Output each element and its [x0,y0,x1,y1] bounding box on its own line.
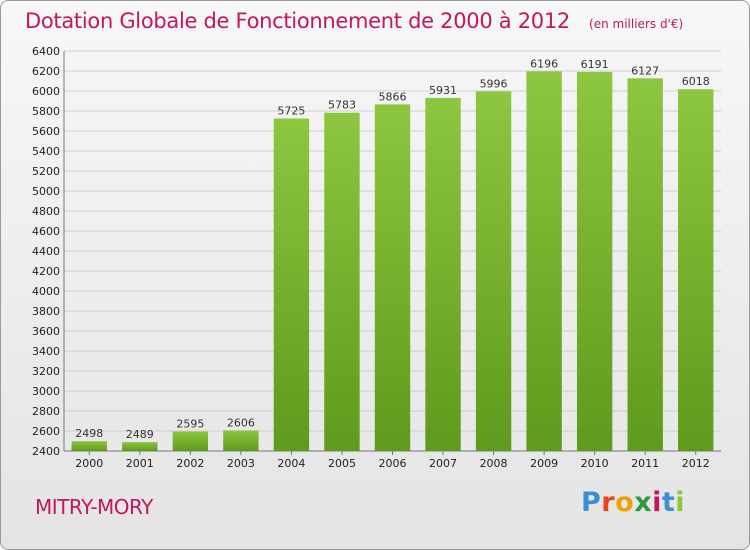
x-tick-label-2005: 2005 [328,457,356,470]
y-tick-label: 5400 [32,145,60,158]
y-tick-label: 6200 [32,65,60,78]
value-label-2011: 6127 [631,64,659,77]
logo-letter: i [675,487,686,518]
value-label-2004: 5725 [277,105,305,118]
y-tick-label: 5800 [32,105,60,118]
x-tick-label-2008: 2008 [480,457,508,470]
y-tick-labels: 2400 2600 2800 3000 3200 3400 3600 3800 4000 4200… [32,45,60,458]
y-tick-label: 2600 [32,425,60,438]
bar-2010 [576,71,613,452]
bar-2004 [273,118,310,451]
y-tick-label: 3200 [32,365,60,378]
value-label-2000: 2498 [75,427,103,440]
logo-letter: o [615,487,635,518]
y-tick-label: 3600 [32,325,60,338]
x-tick-label-2011: 2011 [631,457,659,470]
x-tick-label-2012: 2012 [682,457,710,470]
bar-2009 [526,71,562,452]
y-tick-label: 6400 [32,45,60,58]
y-tick-label: 4200 [32,265,60,278]
value-label-2005: 5783 [328,99,356,112]
y-tick-label: 5600 [32,125,60,138]
bar-2006 [374,104,411,452]
y-tick-label: 4400 [32,245,60,258]
x-tick-label-2001: 2001 [126,457,154,470]
x-tick-label-2003: 2003 [227,457,255,470]
value-label-2003: 2606 [227,416,255,429]
logo-letter: i [652,487,662,518]
y-tick-label: 3400 [32,345,60,358]
value-label-2007: 5931 [429,84,457,97]
bar-2003 [223,430,259,451]
value-label-2002: 2595 [176,418,204,431]
value-label-2009: 6196 [530,57,558,70]
bars [71,71,714,452]
logo-letter: t [661,487,676,518]
logo-letter: r [601,487,616,518]
value-labels: 2498 2489 2595 2606 5725 5783 5866 5931 5996 6196… [75,57,709,441]
chart-title: Dotation Globale de Fonctionnement de 20… [25,9,570,33]
x-tick-labels: 2000 2001 2002 2003 2004 2005 2006 2007 2008 2009… [75,457,709,470]
bar-2007 [425,97,461,452]
bar-2000 [71,441,107,451]
x-tick-label-2000: 2000 [75,457,103,470]
bar-2002 [172,431,209,451]
title-row: Dotation Globale de Fonctionnement de 20… [25,9,683,33]
bar-2001 [122,442,158,451]
chart-subtitle: (en milliers d'€) [589,17,684,31]
x-tick-label-2009: 2009 [530,457,558,470]
x-tick-label-2007: 2007 [429,457,457,470]
commune-name: MITRY-MORY [35,495,153,519]
y-tick-label: 2800 [32,405,60,418]
value-label-2012: 6018 [682,75,710,88]
bar-2011 [627,78,663,452]
y-tick-label: 5200 [32,165,60,178]
bar-2012 [678,89,714,451]
y-tick-label: 3800 [32,305,60,318]
y-tick-label: 3000 [32,385,60,398]
y-tick-label: 4800 [32,205,60,218]
value-label-2010: 6191 [581,58,609,71]
y-tick-label: 6000 [32,85,60,98]
y-tick-label: 4600 [32,225,60,238]
logo-letter: P [581,487,602,518]
y-tick-label: 5000 [32,185,60,198]
logo-letter: x [634,487,653,518]
y-tick-label: 2400 [32,445,60,458]
x-tick-label-2004: 2004 [277,457,305,470]
bar-2005 [324,112,360,451]
bar-2008 [475,91,512,452]
x-tick-label-2002: 2002 [176,457,204,470]
value-label-2008: 5996 [480,77,508,90]
proxiti-logo: Proxiti [581,487,685,518]
x-tick-label-2010: 2010 [581,457,609,470]
value-label-2001: 2489 [126,428,154,441]
value-label-2006: 5866 [379,90,407,103]
x-tick-label-2006: 2006 [379,457,407,470]
y-tick-label: 4000 [32,285,60,298]
